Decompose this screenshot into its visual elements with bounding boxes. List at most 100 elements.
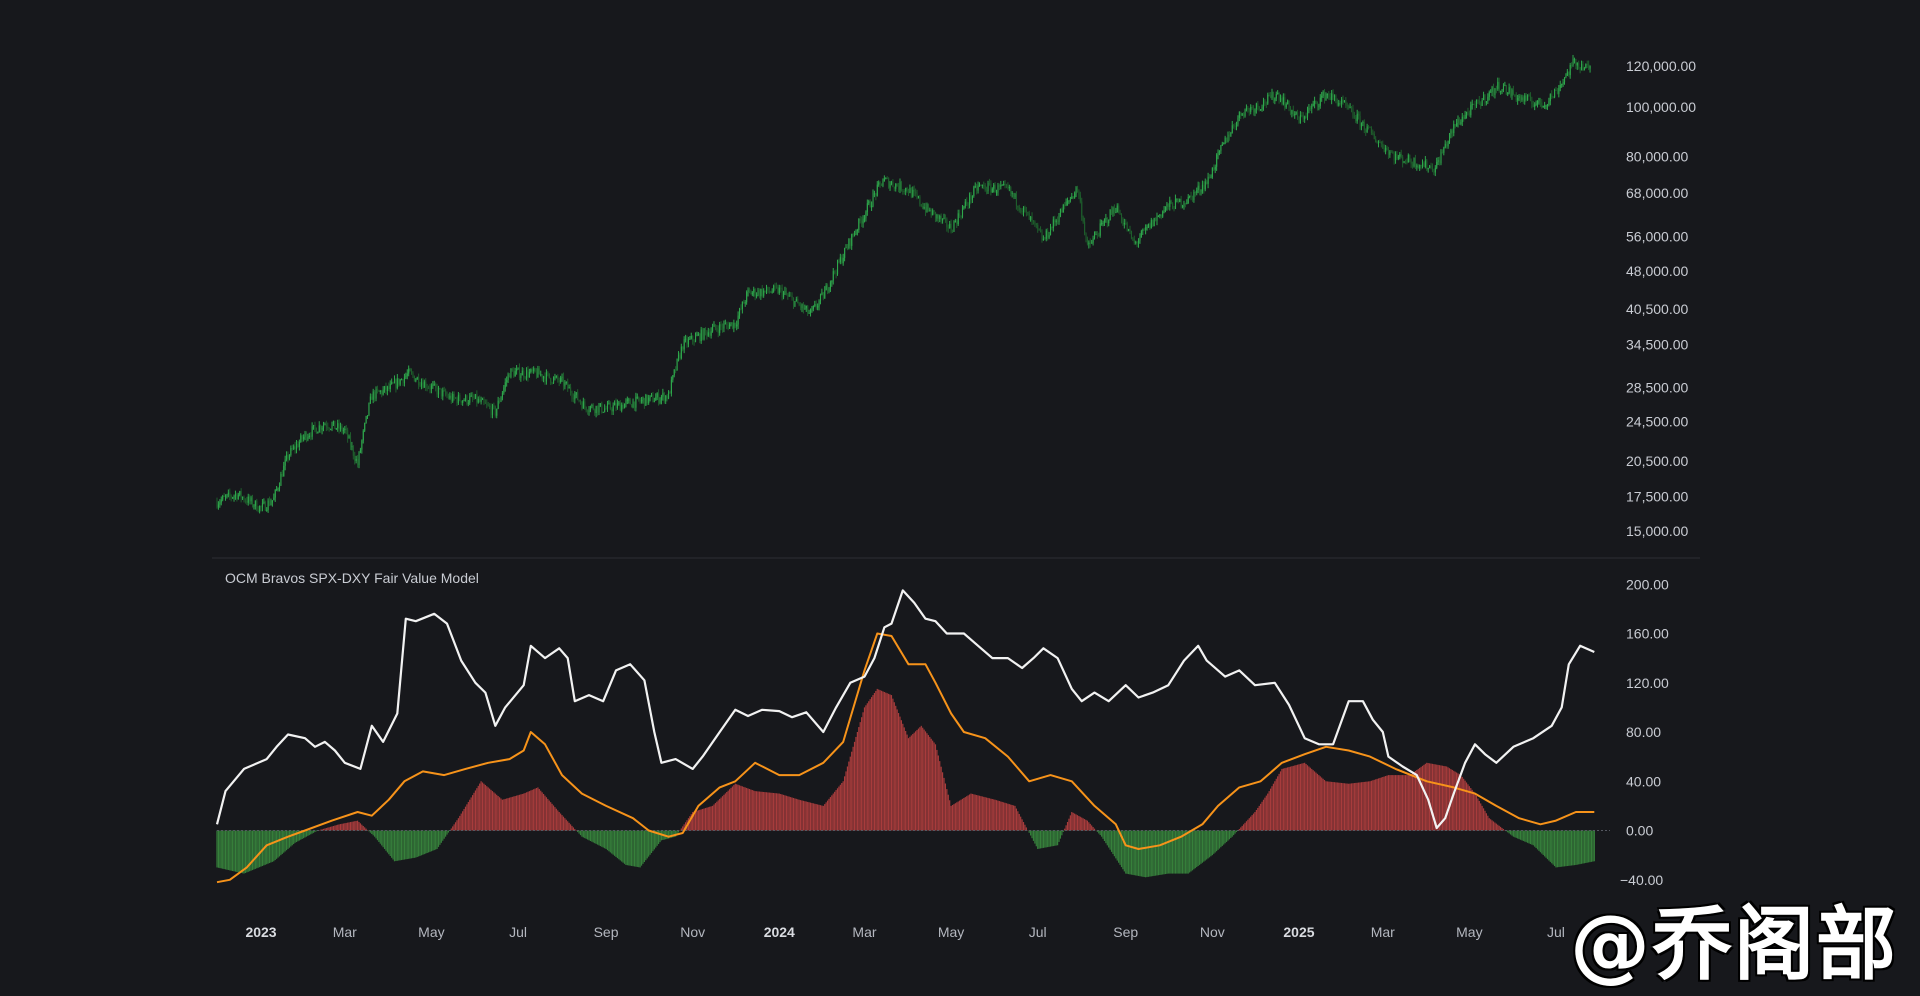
histogram-bar — [1036, 831, 1037, 847]
candle-body — [306, 433, 307, 440]
histogram-bar — [544, 796, 545, 831]
histogram-bar — [1217, 831, 1218, 850]
candle-body — [959, 213, 960, 216]
histogram-bar — [520, 794, 521, 830]
histogram-bar — [223, 831, 224, 870]
x-tick-label: Jul — [509, 924, 527, 940]
candle-body — [1000, 185, 1001, 187]
histogram-bar — [1012, 805, 1013, 831]
candle-body — [678, 355, 679, 359]
candle-body — [1371, 128, 1372, 133]
candle-body — [1340, 103, 1341, 104]
candle-body — [1166, 204, 1167, 207]
histogram-bar — [851, 752, 852, 831]
chart-svg[interactable]: 120,000.00100,000.0080,000.0068,000.0056… — [0, 0, 1920, 970]
histogram-bar — [1046, 831, 1047, 848]
histogram-bar — [1347, 784, 1348, 831]
oscillator-tick-label: 40.00 — [1626, 773, 1661, 789]
histogram-bar — [1213, 831, 1214, 854]
histogram-bar — [1553, 831, 1554, 865]
candle-body — [1389, 152, 1390, 155]
histogram-bar — [493, 792, 494, 830]
histogram-bar — [472, 795, 473, 830]
candle-body — [1053, 219, 1054, 228]
candle-body — [374, 391, 375, 398]
candle-body — [989, 183, 990, 184]
histogram-bar — [282, 831, 283, 854]
histogram-bar — [239, 831, 240, 873]
candle-body — [611, 409, 612, 411]
histogram-bar — [1584, 831, 1585, 864]
histogram-bar — [1107, 831, 1108, 846]
candle-body — [1588, 64, 1589, 68]
histogram-bar — [730, 788, 731, 831]
histogram-bar — [408, 831, 409, 859]
histogram-bar — [817, 804, 818, 830]
histogram-bar — [1048, 831, 1049, 847]
candle-body — [736, 325, 737, 327]
candle-body — [518, 368, 519, 369]
histogram-bar — [989, 798, 990, 830]
histogram-bar — [990, 799, 991, 831]
candle-body — [557, 376, 558, 380]
candle-body — [861, 221, 862, 224]
candle-body — [1527, 95, 1528, 100]
histogram-bar — [1349, 784, 1350, 831]
histogram-bar — [1423, 765, 1424, 831]
histogram-bar — [933, 742, 934, 830]
histogram-bar — [881, 691, 882, 831]
histogram-bar — [1031, 831, 1032, 839]
candle-body — [1466, 112, 1467, 115]
candle-body — [519, 368, 520, 378]
histogram-bar — [1379, 778, 1380, 831]
candle-body — [1499, 82, 1500, 91]
candle-body — [581, 403, 582, 409]
histogram-bar — [486, 786, 487, 830]
candle-body — [613, 405, 614, 411]
histogram-bar — [557, 810, 558, 830]
histogram-bar — [1019, 814, 1020, 831]
histogram-bar — [580, 831, 581, 836]
histogram-bar — [1192, 831, 1193, 871]
histogram-bar — [1264, 798, 1265, 831]
candle-body — [1145, 227, 1146, 230]
candle-body — [242, 497, 243, 498]
candle-body — [252, 497, 253, 506]
candle-body — [498, 401, 499, 409]
candle-body — [926, 204, 927, 212]
histogram-bar — [809, 802, 810, 830]
histogram-bar — [516, 796, 517, 831]
price-pane: 120,000.00100,000.0080,000.0068,000.0056… — [217, 55, 1697, 539]
x-tick-label: May — [418, 924, 444, 940]
candle-body — [1412, 164, 1413, 166]
histogram-bar — [1314, 771, 1315, 830]
histogram-bar — [1470, 788, 1471, 830]
candle-body — [1208, 177, 1209, 184]
candle-body — [1392, 152, 1393, 153]
candle-body — [564, 383, 565, 387]
candle-body — [1012, 193, 1013, 194]
candle-body — [1141, 231, 1142, 237]
histogram-bar — [235, 831, 236, 872]
histogram-bar — [736, 784, 737, 830]
histogram-bar — [759, 792, 760, 831]
candle-body — [1443, 148, 1444, 153]
candle-body — [577, 392, 578, 400]
candle-body — [1378, 142, 1379, 143]
candle-body — [1067, 201, 1068, 202]
candle-body — [1357, 114, 1358, 122]
candle-body — [665, 396, 666, 402]
candle-body — [641, 400, 642, 402]
histogram-bar — [1499, 826, 1500, 831]
candle-body — [682, 347, 683, 350]
histogram-bar — [979, 796, 980, 831]
histogram-bar — [1436, 765, 1437, 831]
candle-body — [1405, 161, 1406, 162]
price-tick-label: 40,500.00 — [1626, 301, 1688, 317]
price-tick-label: 68,000.00 — [1626, 185, 1688, 201]
candle-body — [266, 510, 267, 511]
candle-body — [1328, 94, 1329, 97]
candle-body — [1333, 93, 1334, 96]
candle-body — [1500, 91, 1501, 92]
histogram-bar — [1051, 831, 1052, 847]
